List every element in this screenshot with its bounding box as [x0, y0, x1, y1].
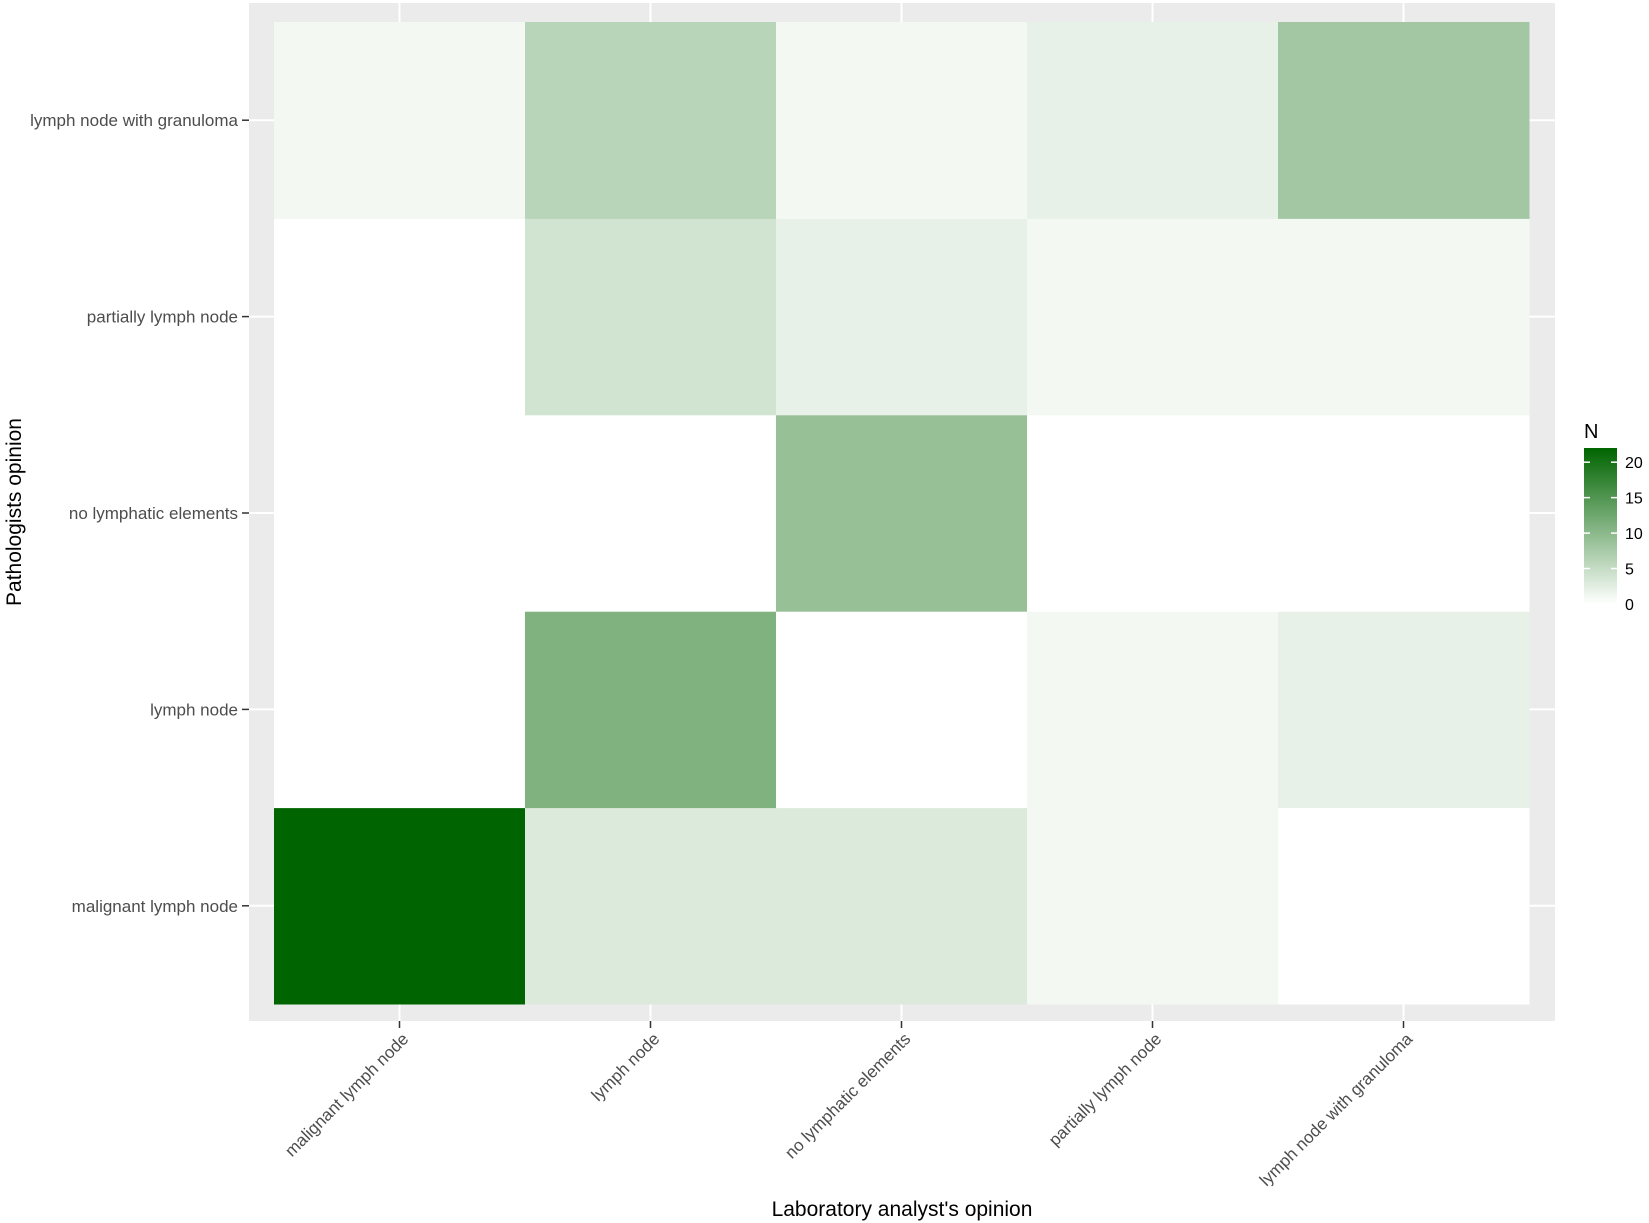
- heatmap-cells: [274, 22, 1530, 1005]
- x-axis-title: Laboratory analyst's opinion: [772, 1198, 1033, 1221]
- heatmap-cell: [525, 218, 777, 416]
- heatmap-cell: [525, 22, 777, 219]
- y-axis-ticks: malignant lymph node lymph node no lymphat…: [30, 111, 249, 916]
- legend-tick-label: 10: [1625, 526, 1643, 543]
- heatmap-cell: [776, 414, 1028, 612]
- x-tick-label: partially lymph node: [1045, 1029, 1165, 1149]
- heatmap-cell: [1278, 611, 1530, 809]
- heatmap-cell: [525, 611, 777, 809]
- x-tick-label: no lymphatic elements: [781, 1029, 914, 1162]
- heatmap-cell: [525, 807, 777, 1005]
- heatmap-cell: [274, 22, 526, 219]
- heatmap-cell: [776, 611, 1028, 809]
- heatmap-cell: [274, 807, 526, 1005]
- y-tick-label: malignant lymph node: [72, 897, 238, 916]
- heatmap-cell: [274, 414, 526, 612]
- legend-tick-label: 15: [1625, 491, 1643, 508]
- legend-colorbar: [1584, 448, 1617, 604]
- heatmap-cell: [1278, 414, 1530, 612]
- heatmap-cell: [274, 611, 526, 809]
- legend-tick-label: 20: [1625, 455, 1643, 472]
- heatmap-cell: [1027, 414, 1279, 612]
- legend-title: N: [1584, 421, 1598, 443]
- heatmap-cell: [1278, 22, 1530, 219]
- x-tick-label: lymph node: [588, 1029, 664, 1105]
- y-axis-title: Pathologists opinion: [3, 418, 26, 606]
- heatmap-cell: [1027, 218, 1279, 416]
- heatmap-cell: [776, 22, 1028, 219]
- x-tick-label: lymph node with granuloma: [1256, 1029, 1417, 1190]
- color-legend: N 0 5 10 15 20: [1584, 421, 1643, 614]
- heatmap-cell: [1027, 611, 1279, 809]
- heatmap-cell: [776, 218, 1028, 416]
- y-tick-label: partially lymph node: [87, 308, 238, 327]
- heatmap-cell: [1278, 218, 1530, 416]
- legend-tick-label: 5: [1625, 562, 1634, 579]
- y-tick-label: no lymphatic elements: [69, 504, 238, 523]
- x-tick-label: malignant lymph node: [281, 1029, 412, 1160]
- heatmap-cell: [776, 807, 1028, 1005]
- heatmap-cell: [1027, 807, 1279, 1005]
- heatmap-cell: [1278, 807, 1530, 1005]
- heatmap-cell: [1027, 22, 1279, 219]
- heatmap-cell: [525, 414, 777, 612]
- x-axis-ticks: malignant lymph node lymph node no lymphat…: [281, 1021, 1417, 1190]
- legend-tick-label: 0: [1625, 597, 1634, 614]
- y-tick-label: lymph node with granuloma: [30, 111, 238, 130]
- y-tick-label: lymph node: [150, 700, 238, 719]
- heatmap-cell: [274, 218, 526, 416]
